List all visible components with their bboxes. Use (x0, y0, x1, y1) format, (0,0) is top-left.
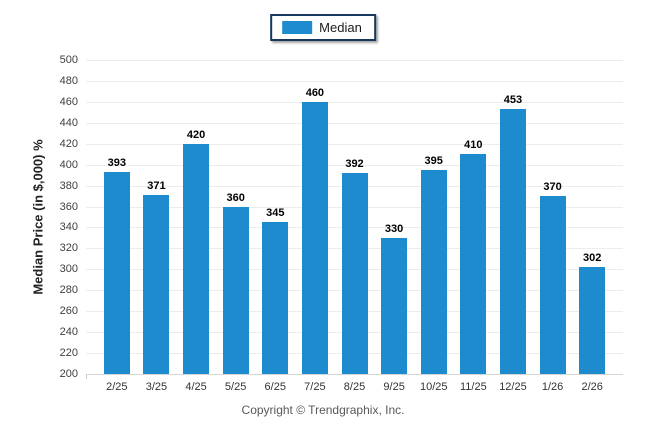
gridline-440 (86, 122, 623, 124)
bar-12-25 (499, 109, 526, 374)
bar-value-label: 330 (384, 222, 404, 235)
x-axis-corner-tick (86, 374, 87, 379)
y-tick-label: 240 (59, 326, 78, 339)
y-tick-label: 360 (59, 200, 78, 213)
y-tick-label: 420 (59, 137, 78, 150)
bar-value-label: 460 (305, 86, 325, 99)
x-tick-label: 11/25 (459, 381, 487, 393)
bar-value-label: 395 (424, 154, 443, 167)
x-tick-label: 6/25 (264, 381, 286, 393)
bar-10-25 (420, 169, 447, 374)
x-tick-label: 3/25 (145, 381, 168, 393)
x-tick-label: 2/25 (106, 381, 128, 393)
plot-area: 393 371 420 360 345 460 392 330 395 410 453 370 302 (86, 60, 623, 379)
x-tick-label: 2/26 (581, 381, 603, 393)
y-tick-label: 320 (59, 242, 78, 255)
y-tick-label: 460 (59, 95, 78, 108)
x-tick-label: 4/25 (185, 381, 207, 393)
x-tick-label: 9/25 (383, 381, 405, 393)
bar-value-label: 410 (464, 139, 483, 152)
bar-9-25 (381, 237, 408, 374)
gridline-420 (86, 143, 623, 145)
copyright-text: Copyright © Trendgraphix, Inc. (241, 403, 405, 417)
gridline-460 (86, 101, 623, 103)
bar-4-25 (183, 143, 210, 374)
y-tick-label: 220 (59, 347, 78, 360)
gridline-400 (86, 164, 623, 166)
y-tick-label: 300 (59, 263, 78, 276)
x-tick-label: 1/26 (541, 381, 564, 393)
x-tick-label: 5/25 (224, 381, 247, 393)
y-tick-label: 200 (59, 368, 78, 380)
x-tick-label: 12/25 (499, 381, 527, 393)
bar-value-label: 393 (107, 156, 126, 169)
gridline-200 (86, 374, 623, 375)
bar-value-label: 371 (147, 180, 166, 193)
y-tick-label: 480 (59, 74, 78, 87)
bar-value-label: 453 (503, 94, 523, 107)
y-tick-label: 340 (59, 221, 78, 234)
y-tick-label: 260 (59, 305, 78, 318)
bar-value-label: 345 (266, 207, 285, 220)
bar-value-label: 302 (583, 252, 602, 265)
bar-value-label: 392 (345, 158, 364, 171)
gridline-480 (86, 80, 623, 82)
bar-2-26 (579, 267, 606, 374)
bar-value-label: 360 (226, 191, 245, 204)
bar-1-26 (539, 196, 566, 374)
gridline-500 (86, 60, 623, 61)
legend-label: Median (319, 20, 362, 35)
y-axis-title: Median Price (in $,000) % (30, 139, 46, 295)
y-tick-label: 440 (59, 116, 78, 129)
bar-5-25 (222, 206, 249, 374)
y-tick-label: 280 (59, 284, 78, 297)
bar-8-25 (341, 173, 368, 374)
y-tick-label: 380 (59, 179, 78, 192)
bar-3-25 (143, 195, 170, 374)
legend: Median (270, 14, 376, 41)
bar-value-label: 370 (543, 181, 562, 194)
y-tick-label: 500 (59, 54, 78, 66)
bar-6-25 (262, 222, 289, 374)
x-tick-label: 8/25 (343, 381, 366, 393)
bar-11-25 (460, 154, 487, 374)
legend-swatch-median (282, 21, 313, 34)
x-tick-label: 7/25 (304, 381, 326, 393)
bar-7-25 (301, 101, 328, 374)
bar-2-25 (103, 172, 130, 374)
y-tick-label: 400 (59, 158, 78, 171)
x-tick-label: 10/25 (419, 381, 448, 393)
bar-value-label: 420 (186, 128, 206, 141)
